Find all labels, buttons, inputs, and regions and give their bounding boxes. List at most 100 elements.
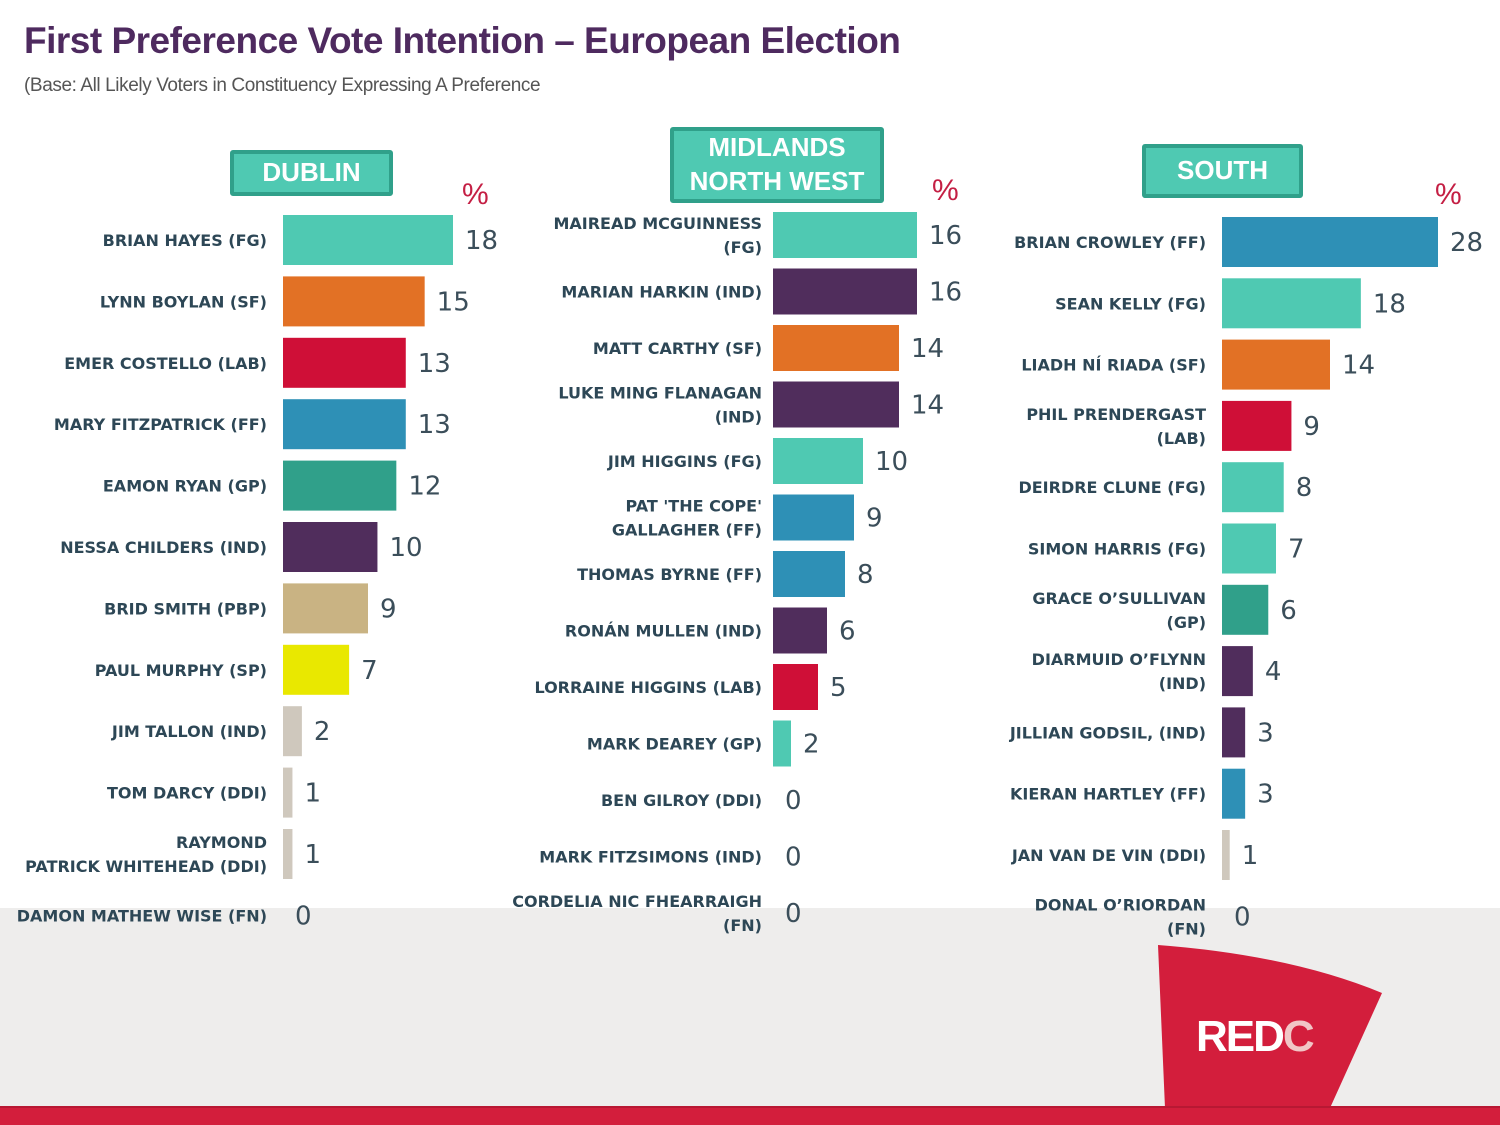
value-label: 0 xyxy=(785,843,802,873)
category-label-line: CORDELIA NIC FHEARRAIGH xyxy=(512,892,762,911)
category-label: LORRAINE HIGGINS (LAB) xyxy=(534,678,762,697)
region-title-line-1: MIDLANDS xyxy=(708,132,846,163)
bar xyxy=(283,276,425,327)
category-label-line: MARIAN HARKIN (IND) xyxy=(561,283,762,302)
category-label-line: PATRICK WHITEHEAD (DDI) xyxy=(25,857,267,876)
category-label: MARK DEAREY (GP) xyxy=(587,735,762,754)
value-label: 8 xyxy=(1296,473,1313,503)
value-label: 14 xyxy=(911,391,944,421)
value-label: 4 xyxy=(1265,657,1282,687)
category-label: JAN VAN DE VIN (DDI) xyxy=(1011,846,1206,865)
category-label-line: LYNN BOYLAN (SF) xyxy=(100,292,267,311)
category-label: EMER COSTELLO (LAB) xyxy=(64,354,267,373)
category-label-line: DIARMUID O’FLYNN xyxy=(1032,650,1206,669)
category-label: NESSA CHILDERS (IND) xyxy=(60,538,267,557)
category-label-line: NESSA CHILDERS (IND) xyxy=(60,538,267,557)
category-label-line: LORRAINE HIGGINS (LAB) xyxy=(534,678,762,697)
logo-text-accent: C xyxy=(1282,1012,1315,1061)
redc-logo: REDC xyxy=(1196,1012,1315,1062)
bar xyxy=(1222,646,1253,697)
value-label: 14 xyxy=(1342,351,1375,381)
value-label: 8 xyxy=(857,560,874,590)
value-label: 3 xyxy=(1257,718,1274,748)
category-label-line: MARY FITZPATRICK (FF) xyxy=(54,415,267,434)
category-label-line: MARK FITZSIMONS (IND) xyxy=(539,848,762,867)
value-label: 1 xyxy=(1242,841,1259,871)
bar xyxy=(283,460,397,511)
category-label-line: GRACE O’SULLIVAN xyxy=(1032,589,1206,608)
category-label-line: DONAL O’RIORDAN xyxy=(1035,895,1206,914)
category-label-line: JIM TALLON (IND) xyxy=(111,722,267,741)
region-title-line-2: NORTH WEST xyxy=(689,166,865,196)
percent-unit-midlands-north-west: % xyxy=(932,174,959,207)
value-label: 2 xyxy=(314,717,331,747)
value-label: 6 xyxy=(839,617,856,647)
category-label-line: LIADH NÍ RIADA (SF) xyxy=(1021,356,1206,375)
value-label: 5 xyxy=(830,673,847,703)
value-label: 16 xyxy=(929,278,962,308)
category-label-line: BEN GILROY (DDI) xyxy=(601,791,762,810)
category-label: THOMAS BYRNE (FF) xyxy=(577,565,762,584)
category-label: CORDELIA NIC FHEARRAIGH (FN) xyxy=(512,892,762,935)
category-label-line: (IND) xyxy=(1159,674,1206,693)
bar xyxy=(283,215,453,265)
bar xyxy=(283,767,293,818)
category-label-line: (FN) xyxy=(1167,919,1206,938)
page-subtitle: (Base: All Likely Voters in Constituency… xyxy=(24,75,541,96)
footer-bar xyxy=(0,1106,1500,1125)
value-label: 9 xyxy=(866,504,883,534)
category-label: LIADH NÍ RIADA (SF) xyxy=(1021,356,1206,375)
value-label: 9 xyxy=(1303,412,1320,442)
category-label-line: BRIAN HAYES (FG) xyxy=(103,231,267,250)
category-label-line: GALLAGHER (FF) xyxy=(612,521,762,540)
category-label-line: JILLIAN GODSIL, (IND) xyxy=(1009,723,1206,742)
value-label: 2 xyxy=(803,730,820,760)
bar xyxy=(1222,768,1246,819)
percent-unit-south: % xyxy=(1435,178,1462,211)
bar xyxy=(283,337,406,388)
value-label: 15 xyxy=(437,287,470,317)
bar xyxy=(1222,462,1284,513)
category-label: BRIAN CROWLEY (FF) xyxy=(1014,233,1206,252)
bar xyxy=(773,720,791,767)
value-label: 16 xyxy=(929,221,962,251)
value-label: 10 xyxy=(875,447,908,477)
bar xyxy=(773,381,899,428)
bar xyxy=(283,399,406,450)
bar xyxy=(773,607,827,654)
value-label: 7 xyxy=(361,656,378,686)
category-label: PHIL PRENDERGAST (LAB) xyxy=(1026,405,1206,448)
category-label-line: MAIREAD MCGUINNESS xyxy=(553,214,762,233)
bar xyxy=(283,706,302,757)
category-label: DEIRDRE CLUNE (FG) xyxy=(1018,478,1206,497)
category-label-line: DAMON MATHEW WISE (FN) xyxy=(17,906,267,925)
category-label: PAUL MURPHY (SP) xyxy=(95,661,267,680)
bar xyxy=(773,438,863,484)
category-label: DIARMUID O’FLYNN (IND) xyxy=(1032,650,1206,693)
category-label-line: LUKE MING FLANAGAN xyxy=(558,384,762,403)
category-label-line: (GP) xyxy=(1167,613,1206,632)
value-label: 10 xyxy=(389,533,422,563)
value-label: 0 xyxy=(1234,902,1251,932)
category-label-line: (LAB) xyxy=(1157,429,1206,448)
value-label: 7 xyxy=(1288,535,1305,565)
category-label: RAYMOND PATRICK WHITEHEAD (DDI) xyxy=(25,833,267,876)
page-title: First Preference Vote Intention – Europe… xyxy=(24,20,901,61)
category-label-line: PAT 'THE COPE' xyxy=(626,497,762,516)
category-label: KIERAN HARTLEY (FF) xyxy=(1010,785,1206,804)
value-label: 14 xyxy=(911,334,944,364)
value-label: 12 xyxy=(408,472,441,502)
percent-unit-dublin: % xyxy=(462,178,489,211)
category-label-line: EMER COSTELLO (LAB) xyxy=(64,354,267,373)
category-label: EAMON RYAN (GP) xyxy=(103,477,267,496)
category-label: LYNN BOYLAN (SF) xyxy=(100,292,267,311)
category-label-line: BRID SMITH (PBP) xyxy=(104,599,267,618)
value-label: 1 xyxy=(304,779,321,809)
value-label: 18 xyxy=(465,226,498,256)
category-label: SEAN KELLY (FG) xyxy=(1055,294,1206,313)
bar xyxy=(773,212,917,258)
region-tag-midlands-north-west: MIDLANDS NORTH WEST xyxy=(670,127,884,203)
category-label: JILLIAN GODSIL, (IND) xyxy=(1009,723,1206,742)
category-label: MARK FITZSIMONS (IND) xyxy=(539,848,762,867)
